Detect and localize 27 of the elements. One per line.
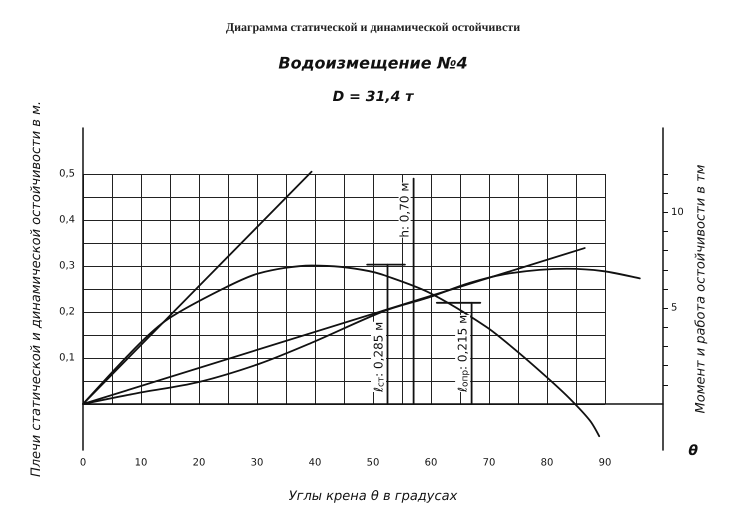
x-tick-label: 30 [250, 458, 264, 468]
y-tick-label: 0,3 [59, 260, 75, 272]
y-axis-title: Плечи статической и динамической остойчивости в м. [29, 100, 44, 478]
y-tick-label: 0,2 [59, 306, 75, 318]
x-tick-label: 70 [482, 458, 496, 468]
y2-axis-title: Момент и работа остойчивости в тм [694, 164, 709, 414]
x-tick-label: 20 [192, 458, 206, 468]
y2-tick-label: 5 [671, 302, 678, 314]
x-tick-label: 0 [80, 458, 86, 468]
annotation: ℓопр: 0,215 м [456, 314, 471, 393]
text: D = 31,4 т [332, 89, 414, 105]
x-tick-label: 10 [134, 458, 148, 468]
y-tick-label: 0,4 [59, 214, 75, 226]
y-tick-label: 0,5 [59, 168, 75, 180]
chart-subtitle: Водоизмещение №4 [278, 54, 468, 72]
annotation: h: 0,70 м [398, 182, 412, 238]
x-tick-label: 40 [308, 458, 322, 468]
x-tick-label: 50 [366, 458, 380, 468]
x-tick-label: 60 [424, 458, 438, 468]
chart-title: Диаграмма статической и динамической остойчивсти [226, 20, 520, 34]
y2-tick-label: 10 [671, 206, 684, 218]
x-tick-label: 80 [540, 458, 554, 468]
x-axis-title: Углы крена θ в градусах [288, 489, 458, 504]
y-tick-label: 0,1 [59, 352, 75, 364]
x-tick-label: 90 [598, 458, 612, 468]
annotation: ℓст: 0,285 м [372, 322, 386, 393]
text: θ [688, 443, 698, 459]
